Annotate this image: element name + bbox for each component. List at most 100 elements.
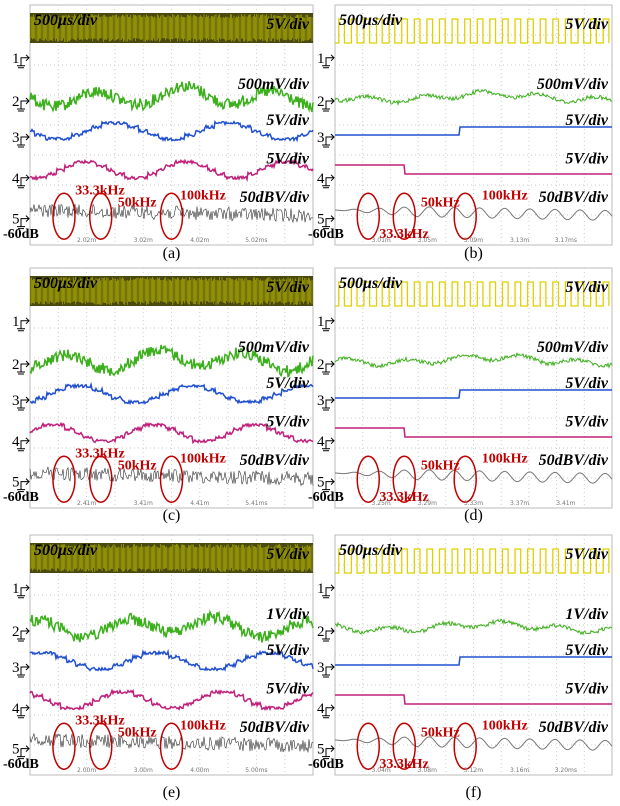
db-label: -60dB: [308, 757, 344, 772]
time-label: 3.00m: [134, 767, 153, 774]
time-scale: 500μs/div: [339, 542, 403, 559]
time-label: 3.17ms: [555, 237, 577, 244]
channel-number: 4: [317, 701, 325, 717]
time-scale: 500μs/div: [34, 12, 98, 29]
db-label: -60dB: [3, 227, 39, 242]
channel-number: 4: [12, 701, 20, 717]
time-label: 3.20ms: [555, 767, 577, 774]
freq-label: 100kHz: [482, 188, 528, 203]
time-label: 4.41m: [190, 500, 209, 507]
time-label: 3.12m: [464, 767, 483, 774]
scope-panel: 1 2 3 4 5 500μs/div 5V/div 500mV/div 5V/div 5V/di…: [308, 5, 612, 262]
caption: (e): [163, 784, 181, 801]
channel-scale: 5V/div: [266, 16, 310, 33]
time-scale: 500μs/div: [339, 275, 403, 292]
db-label: -60dB: [308, 227, 344, 242]
channel-scale: 50dBV/div: [539, 719, 609, 736]
caption: (a): [163, 245, 181, 262]
caption: (c): [163, 507, 181, 524]
channel-number: 1: [317, 314, 325, 330]
freq-label: 100kHz: [180, 188, 226, 203]
time-label: 2.41m: [77, 500, 96, 507]
caption: (d): [464, 507, 483, 524]
channel-number: 3: [12, 130, 20, 146]
channel-number: 4: [317, 171, 325, 187]
time-label: 5.02ms: [245, 237, 267, 244]
channel-number: 5: [317, 742, 325, 758]
channel-scale: 5V/div: [266, 642, 310, 659]
channel-scale: 1V/div: [565, 606, 609, 623]
channel-number: 1: [12, 581, 20, 597]
channel-scale: 1V/div: [266, 606, 310, 623]
channel-scale: 50dBV/div: [240, 719, 310, 736]
channel-scale: 500mV/div: [537, 76, 609, 93]
channel-number: 2: [12, 357, 20, 373]
channel-number: 4: [12, 171, 20, 187]
freq-label: 100kHz: [482, 718, 528, 733]
freq-label: 50kHz: [118, 459, 157, 474]
channel-number: 4: [12, 434, 20, 450]
channel-scale: 5V/div: [565, 279, 609, 296]
time-label: 3.08m: [418, 767, 437, 774]
time-label: 3.16m: [510, 767, 529, 774]
time-label: 3.33m: [464, 500, 483, 507]
channel-scale: 50dBV/div: [240, 452, 310, 469]
channel-number: 2: [317, 357, 325, 373]
time-label: 3.09m: [464, 237, 483, 244]
channel-number: 3: [317, 660, 325, 676]
channel-scale: 5V/div: [266, 375, 310, 392]
db-label: -60dB: [308, 490, 344, 505]
freq-label: 100kHz: [180, 718, 226, 733]
channel-number: 1: [12, 314, 20, 330]
channel-number: 3: [317, 130, 325, 146]
channel-scale: 500mV/div: [238, 76, 310, 93]
time-label: 3.02m: [134, 237, 153, 244]
channel-scale: 5V/div: [266, 546, 310, 563]
figure: 1 2 3 4 5 500μs/div 5V/div 500mV/div 5V/div 5V/di…: [0, 0, 620, 806]
channel-number: 5: [12, 475, 20, 491]
channel-number: 1: [12, 51, 20, 67]
freq-label: 50kHz: [421, 459, 460, 474]
channel-scale: 500mV/div: [238, 339, 310, 356]
freq-label: 50kHz: [118, 726, 157, 741]
channel-number: 3: [12, 660, 20, 676]
time-scale: 500μs/div: [339, 12, 403, 29]
channel-number: 3: [317, 393, 325, 409]
time-label: 4.02m: [190, 237, 209, 244]
channel-scale: 5V/div: [565, 681, 609, 698]
time-scale: 500μs/div: [34, 542, 98, 559]
channel-scale: 5V/div: [565, 151, 609, 168]
channel-number: 2: [317, 94, 325, 110]
time-scale: 500μs/div: [34, 275, 98, 292]
channel-scale: 5V/div: [266, 151, 310, 168]
channel-scale: 5V/div: [565, 112, 609, 129]
time-label: 2.00m: [77, 767, 96, 774]
time-label: 5.41ms: [245, 500, 267, 507]
channel-number: 5: [317, 212, 325, 228]
channel-scale: 5V/div: [266, 414, 310, 431]
time-label: 2.02m: [77, 237, 96, 244]
time-label: 3.05m: [418, 237, 437, 244]
channel-number: 2: [12, 624, 20, 640]
channel-number: 2: [317, 624, 325, 640]
time-label: 3.37m: [510, 500, 529, 507]
channel-number: 5: [317, 475, 325, 491]
channel-number: 1: [317, 51, 325, 67]
channel-scale: 5V/div: [266, 112, 310, 129]
time-label: 3.41m: [134, 500, 153, 507]
channel-scale: 5V/div: [565, 546, 609, 563]
freq-label: 50kHz: [421, 726, 460, 741]
time-label: 3.41m: [556, 500, 575, 507]
caption: (b): [464, 245, 483, 262]
scope-panel: 1 2 3 4 5 500μs/div 5V/div 500mV/div 5V/div 5V/di…: [3, 268, 313, 524]
channel-scale: 50dBV/div: [240, 189, 310, 206]
channel-scale: 5V/div: [266, 279, 310, 296]
channel-scale: 5V/div: [565, 16, 609, 33]
channel-scale: 5V/div: [565, 375, 609, 392]
channel-number: 3: [12, 393, 20, 409]
time-label: 3.13m: [510, 237, 529, 244]
time-label: 3.25m: [372, 500, 391, 507]
channel-number: 5: [12, 212, 20, 228]
